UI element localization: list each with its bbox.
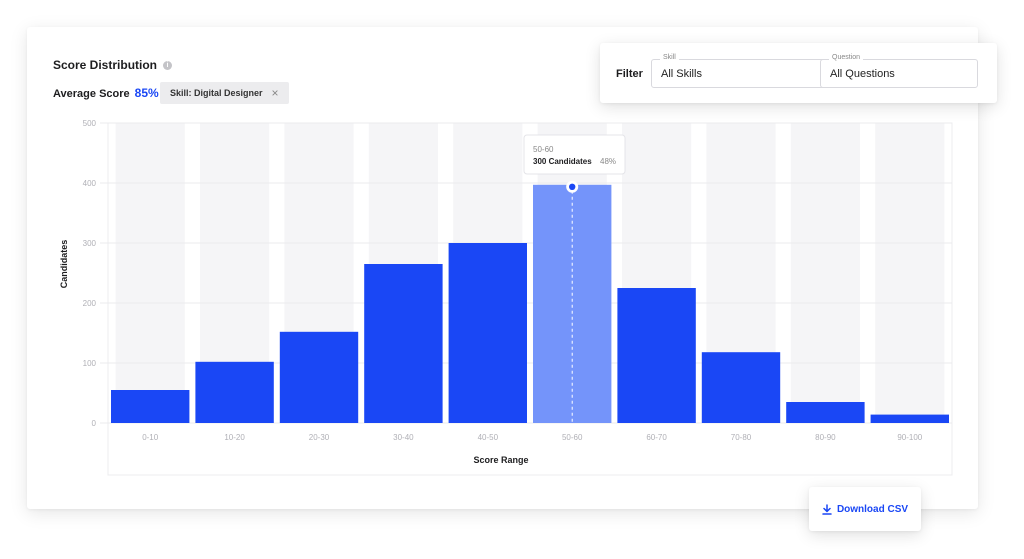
- column-bg: [875, 123, 945, 423]
- bar: [533, 184, 612, 423]
- bar: [870, 414, 949, 423]
- skill-select-legend: Skill: [660, 54, 679, 61]
- y-tick-label: 100: [83, 359, 97, 368]
- x-tick-label: 40-50: [478, 433, 499, 442]
- average-score: Average Score 85%: [53, 86, 159, 100]
- close-icon[interactable]: ×: [271, 86, 279, 100]
- y-axis-label: Candidates: [59, 240, 69, 289]
- chip-label: Skill: Digital Designer: [170, 88, 263, 98]
- x-tick-label: 30-40: [393, 433, 414, 442]
- bar: [279, 331, 359, 423]
- bars: [111, 180, 949, 423]
- average-score-value: 85%: [134, 86, 159, 100]
- x-tick-label: 50-60: [562, 433, 583, 442]
- x-ticks: 0-10 10-20 20-30 30-40 40-50 50-60 60-70 70-80 8…: [142, 433, 923, 442]
- x-tick-label: 60-70: [646, 433, 667, 442]
- y-tick-label: 400: [83, 179, 97, 188]
- bar: [786, 402, 865, 423]
- bar: [701, 352, 781, 423]
- tooltip-box: [523, 134, 626, 175]
- y-tick-label: 200: [83, 299, 97, 308]
- y-ticks: 0 100 200 300 400 500: [83, 119, 97, 428]
- x-axis-label: Score Range: [473, 455, 528, 465]
- column-bg: [115, 123, 185, 423]
- info-icon[interactable]: i: [163, 60, 173, 70]
- question-select[interactable]: Question All Questions: [820, 54, 978, 88]
- title-row: Score Distribution i: [53, 58, 173, 72]
- skill-filter-chip: Skill: Digital Designer ×: [160, 82, 289, 104]
- tooltip-candidates: 300 Candidates: [533, 157, 592, 166]
- bar: [448, 243, 527, 423]
- tooltip-percent: 48%: [600, 157, 616, 166]
- x-tick-label: 0-10: [142, 433, 159, 442]
- x-tick-label: 90-100: [897, 433, 922, 442]
- download-icon: [822, 503, 832, 515]
- filter-panel: Filter Skill All Skills Question All Que…: [600, 43, 997, 103]
- y-tick-label: 500: [83, 119, 97, 128]
- average-score-label: Average Score: [53, 88, 130, 100]
- tooltip-range: 50-60: [533, 145, 554, 154]
- x-tick-label: 10-20: [224, 433, 245, 442]
- y-tick-label: 0: [92, 419, 97, 428]
- x-tick-label: 80-90: [815, 433, 836, 442]
- question-select-value: All Questions: [830, 68, 895, 80]
- y-tick-label: 300: [83, 239, 97, 248]
- bar: [364, 264, 443, 423]
- x-tick-label: 70-80: [731, 433, 752, 442]
- tooltip: 50-60 300 Candidates 48%: [523, 134, 626, 175]
- download-csv-button[interactable]: Download CSV: [809, 487, 921, 531]
- x-tick-label: 20-30: [309, 433, 330, 442]
- filter-label: Filter: [616, 68, 643, 80]
- download-csv-label: Download CSV: [836, 503, 909, 515]
- column-bg: [790, 123, 861, 423]
- question-select-legend: Question: [829, 54, 864, 61]
- bar: [195, 361, 274, 423]
- bar: [617, 288, 696, 423]
- highlight-marker: [569, 183, 576, 190]
- chart-title: Score Distribution: [53, 58, 158, 72]
- bar: [111, 390, 190, 423]
- skill-select-value: All Skills: [661, 68, 702, 80]
